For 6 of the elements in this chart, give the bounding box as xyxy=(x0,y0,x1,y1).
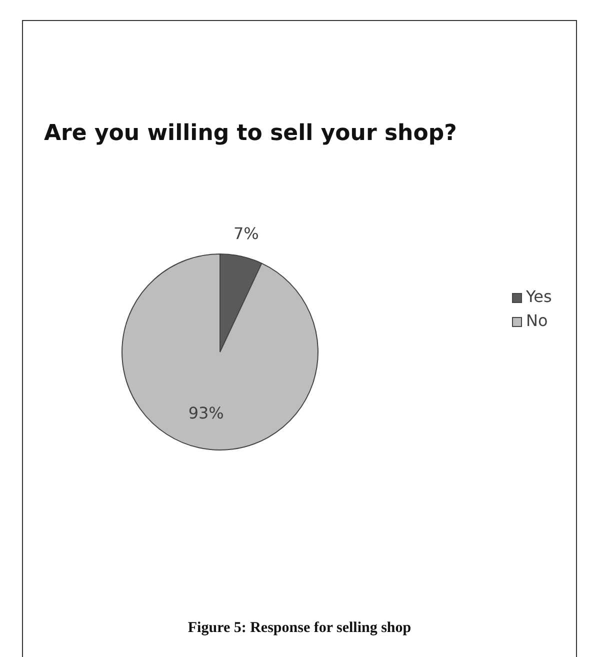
caption: Figure 5: Response for selling shop xyxy=(186,620,412,637)
legend-label: No xyxy=(526,311,548,330)
data-label: 93% xyxy=(188,403,224,422)
legend-label: Yes xyxy=(525,287,552,306)
chart-title: Are you willing to sell your shop? xyxy=(44,121,457,146)
data-label: 7% xyxy=(233,224,259,244)
